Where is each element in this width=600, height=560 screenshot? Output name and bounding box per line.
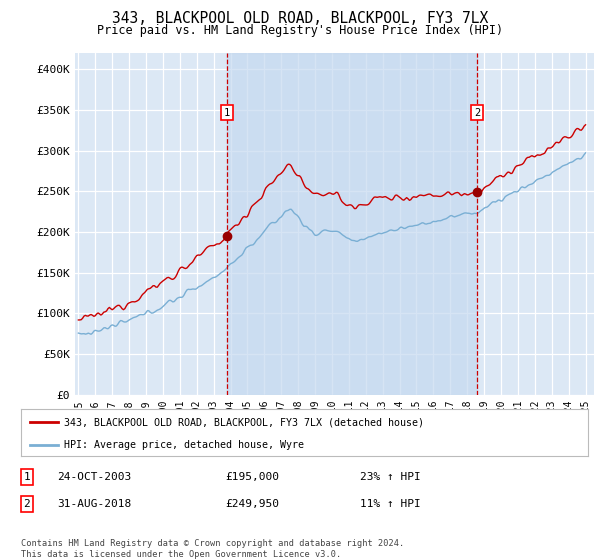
Text: £249,950: £249,950 bbox=[225, 499, 279, 509]
Text: 1: 1 bbox=[224, 108, 230, 118]
Text: HPI: Average price, detached house, Wyre: HPI: Average price, detached house, Wyre bbox=[64, 440, 304, 450]
Text: 2: 2 bbox=[23, 499, 31, 509]
Bar bbox=[227, 53, 477, 395]
Text: 343, BLACKPOOL OLD ROAD, BLACKPOOL, FY3 7LX (detached house): 343, BLACKPOOL OLD ROAD, BLACKPOOL, FY3 … bbox=[64, 417, 424, 427]
Text: Price paid vs. HM Land Registry's House Price Index (HPI): Price paid vs. HM Land Registry's House … bbox=[97, 24, 503, 36]
Text: 11% ↑ HPI: 11% ↑ HPI bbox=[360, 499, 421, 509]
Text: Contains HM Land Registry data © Crown copyright and database right 2024.
This d: Contains HM Land Registry data © Crown c… bbox=[21, 539, 404, 559]
Text: 1: 1 bbox=[23, 472, 31, 482]
Text: 24-OCT-2003: 24-OCT-2003 bbox=[57, 472, 131, 482]
Text: 2: 2 bbox=[474, 108, 480, 118]
Text: £195,000: £195,000 bbox=[225, 472, 279, 482]
Text: 343, BLACKPOOL OLD ROAD, BLACKPOOL, FY3 7LX: 343, BLACKPOOL OLD ROAD, BLACKPOOL, FY3 … bbox=[112, 11, 488, 26]
Text: 23% ↑ HPI: 23% ↑ HPI bbox=[360, 472, 421, 482]
Text: 31-AUG-2018: 31-AUG-2018 bbox=[57, 499, 131, 509]
